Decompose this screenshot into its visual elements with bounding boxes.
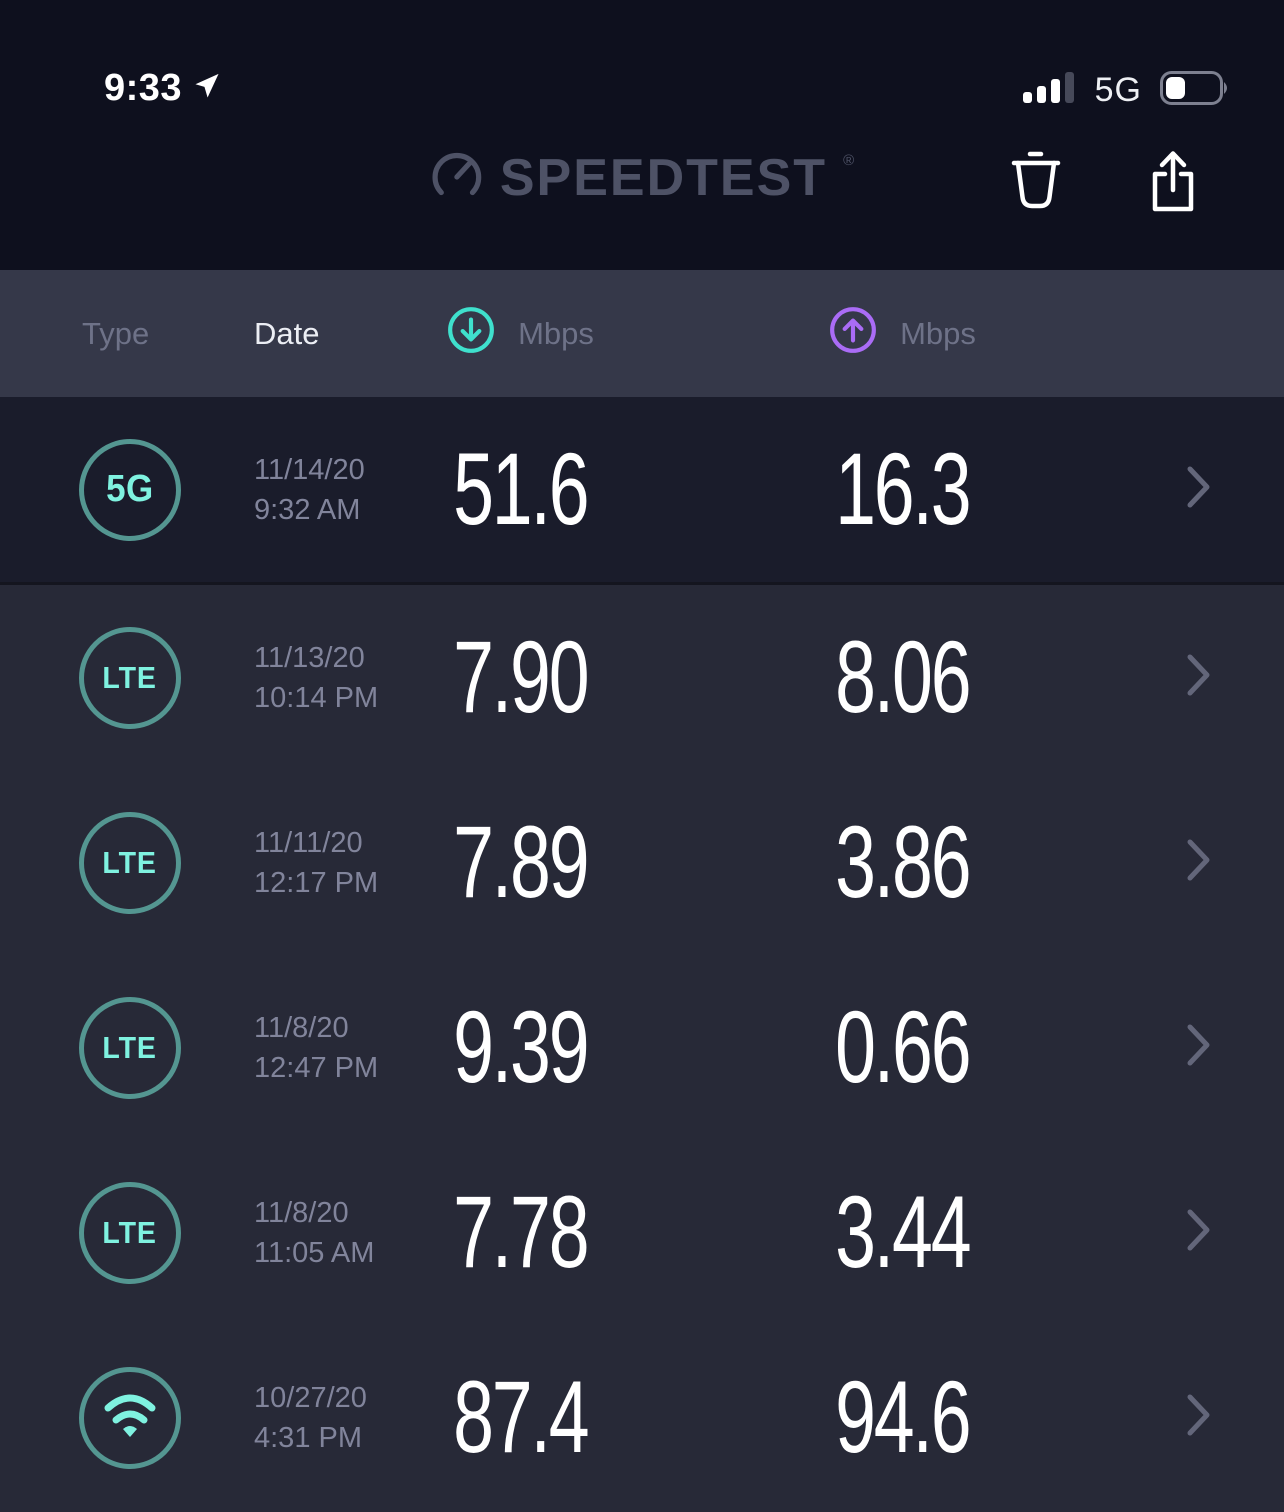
connection-type-badge: 5G <box>79 438 181 541</box>
circle-arrow-down-icon <box>446 305 496 363</box>
speedtest-gauge-icon <box>430 150 484 209</box>
column-header-type[interactable]: Type <box>82 315 150 351</box>
history-list: 5G 11/14/20 9:32 AM 51.6 16.3 <box>0 397 1284 1510</box>
trademark-symbol: ® <box>843 152 855 169</box>
result-datetime: 10/27/20 4:31 PM <box>190 1378 390 1458</box>
column-header-upload[interactable]: Mbps <box>650 305 1154 363</box>
download-speed: 7.78 <box>452 1175 589 1289</box>
upload-speed: 3.44 <box>834 1175 971 1289</box>
trash-icon <box>1008 151 1064 216</box>
result-row[interactable]: LTE 11/13/20 10:14 PM 7.90 8.06 <box>0 585 1284 770</box>
connection-type-badge: LTE <box>79 996 181 1099</box>
upload-speed: 0.66 <box>834 990 971 1104</box>
result-row[interactable]: 10/27/20 4:31 PM 87.4 94.6 <box>0 1325 1284 1510</box>
result-date: 11/13/20 <box>254 641 365 674</box>
connection-type-badge <box>79 1366 181 1469</box>
result-date: 11/8/20 <box>254 1196 349 1229</box>
connection-type-badge: LTE <box>79 1181 181 1284</box>
delete-results-button[interactable] <box>1004 145 1068 220</box>
top-section: 9:33 5G <box>0 0 1284 270</box>
chevron-right-icon <box>1186 1022 1212 1073</box>
result-time: 11:05 AM <box>254 1236 375 1269</box>
column-header-download[interactable]: Mbps <box>390 305 650 363</box>
connection-type-badge: LTE <box>79 626 181 729</box>
network-type-label: 5G <box>1094 71 1142 109</box>
result-date: 11/8/20 <box>254 1011 349 1044</box>
download-speed: 51.6 <box>452 432 589 546</box>
result-time: 12:47 PM <box>254 1051 379 1084</box>
connection-type-label: LTE <box>102 844 158 880</box>
upload-unit-label: Mbps <box>900 315 976 351</box>
chevron-right-icon <box>1186 1207 1212 1258</box>
result-datetime: 11/11/20 12:17 PM <box>190 823 390 903</box>
result-row[interactable]: LTE 11/8/20 11:05 AM 7.78 3.44 <box>0 1140 1284 1325</box>
app-header: SPEEDTEST ® <box>0 116 1284 270</box>
result-row[interactable]: 5G 11/14/20 9:32 AM 51.6 16.3 <box>0 397 1284 585</box>
result-date: 11/14/20 <box>254 453 365 486</box>
column-header-date[interactable]: Date <box>254 315 320 351</box>
upload-speed: 94.6 <box>834 1360 971 1474</box>
download-unit-label: Mbps <box>518 315 594 351</box>
result-datetime: 11/8/20 11:05 AM <box>190 1193 390 1273</box>
result-time: 12:17 PM <box>254 866 379 899</box>
chevron-right-icon <box>1186 837 1212 888</box>
result-datetime: 11/14/20 9:32 AM <box>190 450 390 530</box>
connection-type-label: LTE <box>102 1214 158 1250</box>
result-date: 11/11/20 <box>254 826 363 859</box>
result-row[interactable]: LTE 11/11/20 12:17 PM 7.89 3.86 <box>0 770 1284 955</box>
upload-speed: 3.86 <box>834 805 971 919</box>
result-time: 10:14 PM <box>254 681 379 714</box>
results-table-header: Type Date Mbps Mbps <box>0 270 1284 397</box>
wifi-icon <box>101 1391 159 1444</box>
result-date: 10/27/20 <box>254 1381 367 1414</box>
upload-speed: 8.06 <box>834 620 971 734</box>
chevron-right-icon <box>1186 464 1212 515</box>
status-bar: 9:33 5G <box>0 0 1284 116</box>
cellular-signal-icon <box>1022 71 1077 110</box>
result-datetime: 11/13/20 10:14 PM <box>190 638 390 718</box>
download-speed: 7.90 <box>452 620 589 734</box>
location-arrow-icon <box>192 71 222 106</box>
upload-speed: 16.3 <box>834 432 971 546</box>
connection-type-label: 5G <box>106 468 154 510</box>
download-speed: 7.89 <box>452 805 589 919</box>
circle-arrow-up-icon <box>828 305 878 363</box>
result-datetime: 11/8/20 12:47 PM <box>190 1008 390 1088</box>
status-time: 9:33 <box>104 67 183 109</box>
app-title: SPEEDTEST <box>499 149 828 207</box>
speedtest-logo: SPEEDTEST ® <box>430 150 854 209</box>
result-row[interactable]: LTE 11/8/20 12:47 PM 9.39 0.66 <box>0 955 1284 1140</box>
connection-type-label: LTE <box>102 1029 158 1065</box>
share-results-button[interactable] <box>1144 144 1202 221</box>
chevron-right-icon <box>1186 1392 1212 1443</box>
result-time: 9:32 AM <box>254 493 361 526</box>
download-speed: 87.4 <box>452 1360 589 1474</box>
share-icon <box>1148 151 1198 217</box>
result-time: 4:31 PM <box>254 1421 362 1454</box>
battery-icon <box>1160 71 1232 110</box>
chevron-right-icon <box>1186 652 1212 703</box>
connection-type-badge: LTE <box>79 811 181 914</box>
download-speed: 9.39 <box>452 990 589 1104</box>
connection-type-label: LTE <box>102 659 158 695</box>
